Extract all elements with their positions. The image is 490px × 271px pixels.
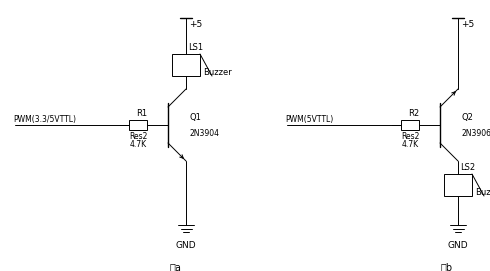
Text: PWM(5VTTL): PWM(5VTTL) — [285, 115, 333, 124]
Text: 2N3904: 2N3904 — [189, 129, 219, 138]
Bar — [129, 120, 147, 130]
Text: Q1: Q1 — [189, 113, 201, 122]
Text: 4.7K: 4.7K — [129, 140, 147, 149]
Text: Buzzer: Buzzer — [475, 188, 490, 197]
Text: LS1: LS1 — [188, 43, 203, 52]
Text: +5: +5 — [461, 20, 474, 29]
Text: 图a: 图a — [169, 262, 181, 271]
Text: Res2: Res2 — [401, 132, 419, 141]
Text: PWM(3.3/5VTTL): PWM(3.3/5VTTL) — [13, 115, 76, 124]
Text: +5: +5 — [189, 20, 202, 29]
Text: LS2: LS2 — [460, 163, 475, 172]
Text: GND: GND — [448, 241, 468, 250]
Text: R1: R1 — [136, 109, 147, 118]
Text: R2: R2 — [408, 109, 419, 118]
Text: Res2: Res2 — [129, 132, 147, 141]
Text: 图b: 图b — [441, 262, 453, 271]
Text: GND: GND — [176, 241, 196, 250]
Text: 2N3906: 2N3906 — [461, 129, 490, 138]
Bar — [444, 174, 472, 196]
Bar — [401, 120, 419, 130]
Bar — [172, 54, 200, 76]
Text: Q2: Q2 — [461, 113, 473, 122]
Text: 4.7K: 4.7K — [401, 140, 418, 149]
Text: Buzzer: Buzzer — [203, 68, 232, 77]
